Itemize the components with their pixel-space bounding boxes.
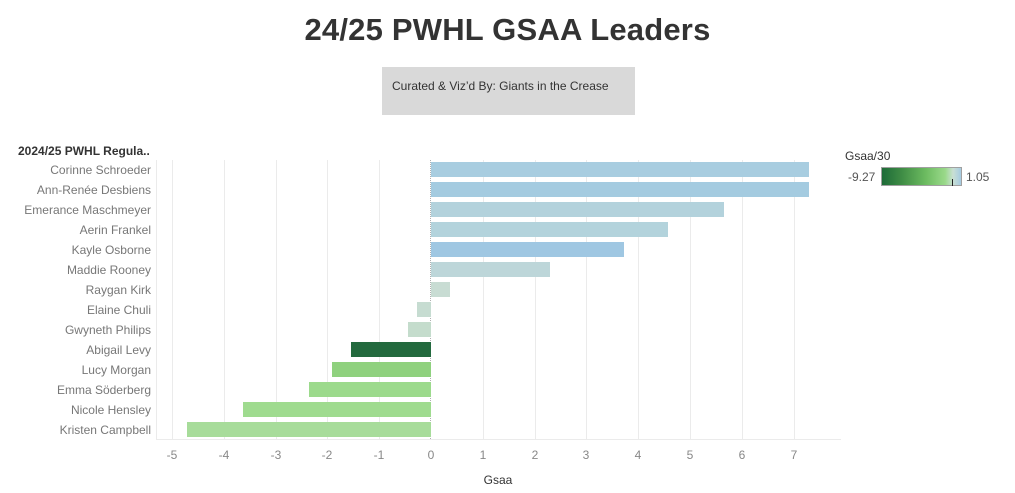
x-tick-label: -2 <box>321 448 333 462</box>
x-tick-label: 0 <box>427 448 435 462</box>
gridline <box>172 160 173 439</box>
legend-marker <box>952 179 953 186</box>
bar[interactable] <box>332 362 431 377</box>
x-tick-label: 5 <box>686 448 694 462</box>
row-label[interactable]: Corinne Schroeder <box>50 163 151 177</box>
bar[interactable] <box>431 282 450 297</box>
row-label[interactable]: Kristen Campbell <box>59 423 151 437</box>
row-label[interactable]: Nicole Hensley <box>70 403 151 417</box>
row-label[interactable]: Emerance Maschmeyer <box>24 203 151 217</box>
x-tick-label: -5 <box>166 448 178 462</box>
gridline <box>794 160 795 439</box>
gridline <box>224 160 225 439</box>
bar[interactable] <box>309 382 431 397</box>
x-tick-label: 2 <box>531 448 539 462</box>
legend-title: Gsaa/30 <box>845 149 891 163</box>
gridline <box>742 160 743 439</box>
page-title: 24/25 PWHL GSAA Leaders <box>304 12 711 47</box>
bar[interactable] <box>431 242 624 257</box>
gridline <box>379 160 380 439</box>
pane-left-border <box>156 160 157 439</box>
credit-box: Curated & Viz’d By: Giants in the Crease <box>382 67 635 115</box>
bar[interactable] <box>431 222 668 237</box>
bar[interactable] <box>431 202 724 217</box>
gridline <box>535 160 536 439</box>
row-label[interactable]: Lucy Morgan <box>81 363 151 377</box>
x-tick-label: 4 <box>634 448 642 462</box>
bar[interactable] <box>187 422 431 437</box>
row-label[interactable]: Ann-Renée Desbiens <box>36 183 151 197</box>
gridline <box>690 160 691 439</box>
bar[interactable] <box>431 182 809 197</box>
row-header[interactable]: 2024/25 PWHL Regula.. <box>18 144 150 158</box>
gridline <box>638 160 639 439</box>
bar[interactable] <box>417 302 431 317</box>
row-label[interactable]: Raygan Kirk <box>85 283 151 297</box>
row-label[interactable]: Maddie Rooney <box>66 263 151 277</box>
x-tick-label: -1 <box>373 448 385 462</box>
legend-gradient[interactable] <box>881 167 962 186</box>
gridline <box>483 160 484 439</box>
x-tick-label: 3 <box>582 448 590 462</box>
credit-text: Curated & Viz’d By: Giants in the Crease <box>392 79 609 93</box>
x-tick-label: 1 <box>479 448 487 462</box>
x-tick-label: -3 <box>270 448 282 462</box>
row-label[interactable]: Aerin Frankel <box>79 223 151 237</box>
x-axis-line <box>156 439 841 440</box>
row-label[interactable]: Kayle Osborne <box>71 243 151 257</box>
legend-min-label: -9.27 <box>848 170 876 184</box>
row-label[interactable]: Abigail Levy <box>86 343 151 357</box>
gridline <box>276 160 277 439</box>
row-label[interactable]: Elaine Chuli <box>86 303 151 317</box>
x-tick-label: 6 <box>738 448 746 462</box>
x-axis-label[interactable]: Gsaa <box>483 473 513 487</box>
bar[interactable] <box>431 162 809 177</box>
bar[interactable] <box>243 402 431 417</box>
gridline <box>327 160 328 439</box>
gridline <box>586 160 587 439</box>
bar[interactable] <box>351 342 431 357</box>
row-label[interactable]: Emma Söderberg <box>56 383 151 397</box>
row-label[interactable]: Gwyneth Philips <box>64 323 151 337</box>
legend-max-label: 1.05 <box>966 170 990 184</box>
x-tick-label: -4 <box>218 448 230 462</box>
x-tick-label: 7 <box>790 448 798 462</box>
bar[interactable] <box>431 262 550 277</box>
bar[interactable] <box>408 322 431 337</box>
zero-line <box>430 160 431 439</box>
